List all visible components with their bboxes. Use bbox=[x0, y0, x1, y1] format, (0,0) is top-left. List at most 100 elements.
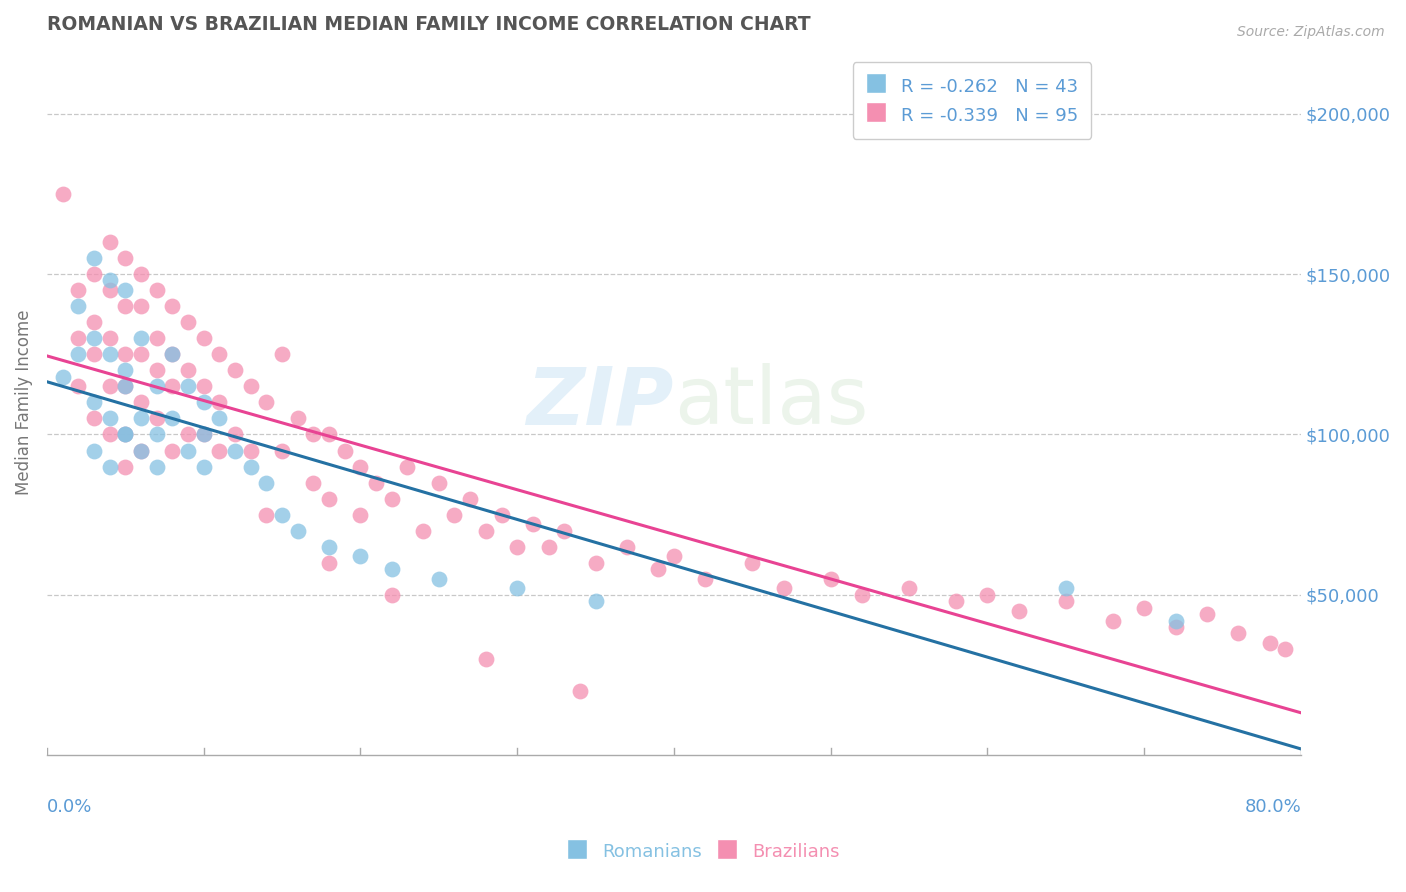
Text: ZIP: ZIP bbox=[527, 363, 673, 442]
Point bbox=[51, 186, 73, 201]
Point bbox=[114, 379, 136, 393]
Legend: Romanians, Brazilians: Romanians, Brazilians bbox=[558, 833, 848, 870]
Point bbox=[83, 411, 105, 425]
Point bbox=[83, 443, 105, 458]
Point bbox=[208, 395, 231, 409]
Point bbox=[129, 267, 152, 281]
Point bbox=[349, 549, 371, 564]
Point bbox=[254, 395, 277, 409]
Point bbox=[177, 443, 200, 458]
Point bbox=[475, 652, 498, 666]
Point bbox=[318, 540, 340, 554]
Point bbox=[114, 427, 136, 442]
Point bbox=[98, 331, 121, 345]
Point bbox=[83, 395, 105, 409]
Point bbox=[349, 508, 371, 522]
Point bbox=[193, 331, 215, 345]
Point bbox=[224, 427, 246, 442]
Point bbox=[162, 379, 184, 393]
Point bbox=[83, 251, 105, 265]
Point bbox=[506, 540, 529, 554]
Point bbox=[1195, 607, 1218, 622]
Point bbox=[458, 491, 481, 506]
Point bbox=[67, 347, 90, 361]
Point bbox=[208, 411, 231, 425]
Point bbox=[162, 347, 184, 361]
Point bbox=[553, 524, 575, 538]
Text: ROMANIAN VS BRAZILIAN MEDIAN FAMILY INCOME CORRELATION CHART: ROMANIAN VS BRAZILIAN MEDIAN FAMILY INCO… bbox=[46, 15, 810, 34]
Point bbox=[318, 491, 340, 506]
Point bbox=[114, 299, 136, 313]
Point bbox=[318, 556, 340, 570]
Point bbox=[772, 582, 794, 596]
Text: 0.0%: 0.0% bbox=[46, 797, 93, 815]
Legend: R = -0.262   N = 43, R = -0.339   N = 95: R = -0.262 N = 43, R = -0.339 N = 95 bbox=[852, 62, 1091, 138]
Point bbox=[381, 588, 404, 602]
Point bbox=[695, 572, 717, 586]
Point bbox=[302, 427, 325, 442]
Point bbox=[254, 475, 277, 490]
Point bbox=[193, 427, 215, 442]
Point bbox=[98, 283, 121, 297]
Point bbox=[1164, 614, 1187, 628]
Point bbox=[162, 299, 184, 313]
Point bbox=[162, 443, 184, 458]
Point bbox=[898, 582, 921, 596]
Point bbox=[193, 459, 215, 474]
Point bbox=[1008, 604, 1031, 618]
Point bbox=[318, 427, 340, 442]
Point bbox=[647, 562, 669, 576]
Point bbox=[239, 379, 262, 393]
Point bbox=[427, 572, 450, 586]
Point bbox=[162, 347, 184, 361]
Point bbox=[114, 379, 136, 393]
Point bbox=[1258, 636, 1281, 650]
Point bbox=[129, 395, 152, 409]
Point bbox=[1054, 594, 1077, 608]
Point bbox=[145, 283, 167, 297]
Point bbox=[224, 363, 246, 377]
Point bbox=[177, 363, 200, 377]
Point bbox=[662, 549, 685, 564]
Text: Source: ZipAtlas.com: Source: ZipAtlas.com bbox=[1237, 25, 1385, 39]
Point bbox=[239, 443, 262, 458]
Point bbox=[114, 283, 136, 297]
Point bbox=[114, 363, 136, 377]
Point bbox=[616, 540, 638, 554]
Point bbox=[1102, 614, 1125, 628]
Point bbox=[145, 411, 167, 425]
Point bbox=[287, 524, 309, 538]
Point bbox=[98, 459, 121, 474]
Point bbox=[208, 347, 231, 361]
Point bbox=[1227, 626, 1250, 640]
Point bbox=[193, 395, 215, 409]
Point bbox=[145, 331, 167, 345]
Point bbox=[349, 459, 371, 474]
Point bbox=[741, 556, 763, 570]
Point bbox=[1274, 642, 1296, 657]
Point bbox=[114, 459, 136, 474]
Point bbox=[443, 508, 465, 522]
Point bbox=[83, 315, 105, 329]
Point bbox=[129, 443, 152, 458]
Point bbox=[208, 443, 231, 458]
Point bbox=[820, 572, 842, 586]
Point bbox=[98, 379, 121, 393]
Point bbox=[98, 411, 121, 425]
Point bbox=[412, 524, 434, 538]
Point bbox=[945, 594, 967, 608]
Point bbox=[333, 443, 356, 458]
Point bbox=[129, 443, 152, 458]
Point bbox=[83, 331, 105, 345]
Point bbox=[271, 347, 294, 361]
Point bbox=[475, 524, 498, 538]
Y-axis label: Median Family Income: Median Family Income bbox=[15, 310, 32, 495]
Point bbox=[114, 427, 136, 442]
Point bbox=[381, 562, 404, 576]
Point bbox=[67, 283, 90, 297]
Point bbox=[67, 379, 90, 393]
Point bbox=[114, 251, 136, 265]
Point bbox=[491, 508, 513, 522]
Point bbox=[67, 299, 90, 313]
Point bbox=[506, 582, 529, 596]
